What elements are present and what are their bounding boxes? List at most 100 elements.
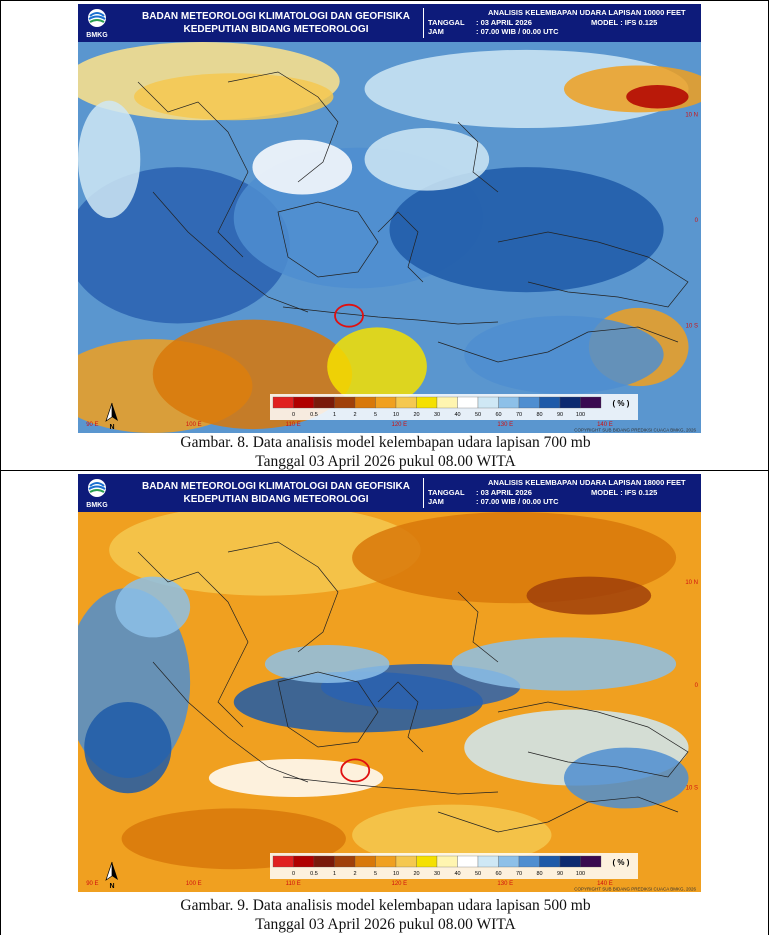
product-info: ANALISIS KELEMBAPAN UDARA LAPISAN 10000 … bbox=[428, 8, 698, 37]
humidity-region bbox=[78, 100, 141, 218]
logo-text: BMKG bbox=[86, 502, 108, 509]
legend-tick-label: 60 bbox=[495, 412, 501, 418]
legend-swatch bbox=[293, 396, 315, 409]
legend-tick-label: 2 bbox=[353, 412, 356, 418]
agency-name: BADAN METEOROLOGI KLIMATOLOGI DAN GEOFIS… bbox=[142, 11, 410, 22]
humidity-map-700mb: 10 N 0 10 S 90 E 100 E 110 E 120 E 130 E 140 E N 0… bbox=[78, 42, 701, 433]
legend-tick-label: 40 bbox=[454, 412, 460, 418]
legend-tick-label: 100 bbox=[576, 871, 585, 877]
humidity-map-500mb: 10 N 0 10 S 90 E 100 E 110 E 120 E 130 E 140 E N 0… bbox=[78, 512, 701, 892]
coastline bbox=[227, 541, 339, 653]
coastline bbox=[227, 71, 339, 183]
legend-tick-label: 50 bbox=[475, 412, 481, 418]
longitude-label: 140 E bbox=[597, 422, 613, 428]
legend-tick-label: 90 bbox=[557, 871, 563, 877]
product-title: ANALISIS KELEMBAPAN UDARA LAPISAN 18000 … bbox=[488, 478, 686, 487]
date-label: TANGGAL bbox=[428, 17, 465, 27]
date-label: TANGGAL bbox=[428, 487, 465, 497]
humidity-region bbox=[264, 645, 390, 683]
humidity-region bbox=[563, 747, 689, 809]
north-label: N bbox=[109, 424, 114, 431]
caption-title: Gambar. 9. Data analisis model kelembapa… bbox=[180, 897, 591, 914]
figure-header: BMKG BADAN METEOROLOGI KLIMATOLOGI DAN G… bbox=[78, 4, 701, 42]
legend-swatch bbox=[518, 855, 540, 868]
figure-cell-2: BMKG BADAN METEOROLOGI KLIMATOLOGI DAN G… bbox=[0, 470, 769, 935]
legend-tick-label: 1 bbox=[333, 871, 336, 877]
coastline bbox=[282, 776, 499, 795]
humidity-region bbox=[84, 702, 172, 794]
north-label: N bbox=[109, 883, 114, 890]
legend-tick-label: 100 bbox=[576, 412, 585, 418]
humidity-region bbox=[352, 804, 552, 866]
coastline bbox=[457, 121, 499, 193]
figure-caption-2: Gambar. 9. Data analisis model kelembapa… bbox=[1, 896, 770, 934]
humidity-region bbox=[115, 576, 191, 638]
legend-swatch bbox=[416, 396, 438, 409]
coastline bbox=[277, 201, 379, 278]
bmkg-logo-icon: BMKG bbox=[86, 479, 108, 509]
legend-swatch bbox=[559, 855, 581, 868]
legend-tick-label: 30 bbox=[434, 871, 440, 877]
legend-tick-label: 40 bbox=[454, 871, 460, 877]
longitude-label: 120 E bbox=[392, 881, 408, 887]
logo-text: BMKG bbox=[86, 32, 108, 39]
humidity-region bbox=[327, 327, 427, 406]
model-label: MODEL bbox=[591, 17, 619, 27]
agency-name: BADAN METEOROLOGI KLIMATOLOGI DAN GEOFIS… bbox=[142, 481, 410, 492]
longitude-label: 100 E bbox=[186, 422, 202, 428]
legend-tick-label: 80 bbox=[536, 871, 542, 877]
figure-header: BMKG BADAN METEOROLOGI KLIMATOLOGI DAN G… bbox=[78, 474, 701, 512]
coastline bbox=[457, 591, 499, 663]
location-marker bbox=[334, 303, 364, 328]
product-title: ANALISIS KELEMBAPAN UDARA LAPISAN 10000 … bbox=[488, 8, 686, 17]
coastline bbox=[437, 796, 679, 833]
legend-swatch bbox=[580, 396, 602, 409]
humidity-region bbox=[134, 73, 334, 121]
legend-swatch bbox=[395, 396, 417, 409]
legend-swatch bbox=[354, 396, 376, 409]
longitude-label: 140 E bbox=[597, 881, 613, 887]
latitude-label: 10 N bbox=[685, 112, 698, 118]
legend-unit: ( % ) bbox=[613, 399, 630, 408]
legend-swatch bbox=[272, 855, 294, 868]
time-label: JAM bbox=[428, 497, 444, 506]
humidity-region bbox=[389, 167, 664, 293]
latitude-label: 0 bbox=[695, 683, 699, 689]
legend-swatch bbox=[354, 855, 376, 868]
humidity-region bbox=[464, 315, 664, 394]
legend-tick-label: 90 bbox=[557, 412, 563, 418]
longitude-label: 110 E bbox=[286, 422, 301, 428]
latitude-label: 10 N bbox=[685, 580, 698, 586]
legend-swatch bbox=[313, 855, 335, 868]
coastline bbox=[152, 191, 309, 313]
coastline bbox=[497, 231, 689, 308]
legend-swatch bbox=[457, 855, 479, 868]
humidity-region bbox=[109, 512, 421, 596]
caption-date: Tanggal 03 April 2026 pukul 08.00 WITA bbox=[255, 916, 516, 933]
legend-swatch bbox=[313, 396, 335, 409]
coastline bbox=[137, 81, 249, 258]
coastline bbox=[497, 701, 689, 778]
legend-swatch bbox=[375, 855, 397, 868]
legend-swatch bbox=[416, 855, 438, 868]
north-arrow-icon: N bbox=[105, 861, 118, 890]
legend-swatch bbox=[477, 855, 499, 868]
time-value: : 07.00 WIB / 00.00 UTC bbox=[476, 497, 559, 506]
legend-swatch bbox=[293, 855, 315, 868]
location-marker bbox=[340, 758, 371, 783]
legend-swatch bbox=[539, 855, 561, 868]
copyright-text: COPYRIGHT SUB BIDANG PREDIKSI CUACA BMKG… bbox=[574, 428, 696, 433]
legend-swatch bbox=[559, 396, 581, 409]
model-value: : IFS 0.125 bbox=[620, 487, 658, 497]
longitude-label: 130 E bbox=[497, 881, 513, 887]
legend-tick-label: 1 bbox=[333, 412, 336, 418]
coastline bbox=[152, 661, 309, 783]
north-arrow-icon: N bbox=[105, 402, 118, 431]
coastline bbox=[277, 671, 379, 748]
legend-swatch bbox=[436, 396, 458, 409]
agency-division: KEDEPUTIAN BIDANG METEOROLOGI bbox=[183, 24, 369, 35]
legend-tick-label: 10 bbox=[393, 412, 399, 418]
model-value: : IFS 0.125 bbox=[620, 17, 658, 27]
legend-tick-label: 70 bbox=[516, 871, 522, 877]
color-legend: 0 0.5 1 2 5 10 20 30 40 50 60 70 80 90 100 ( % ) bbox=[270, 394, 638, 420]
